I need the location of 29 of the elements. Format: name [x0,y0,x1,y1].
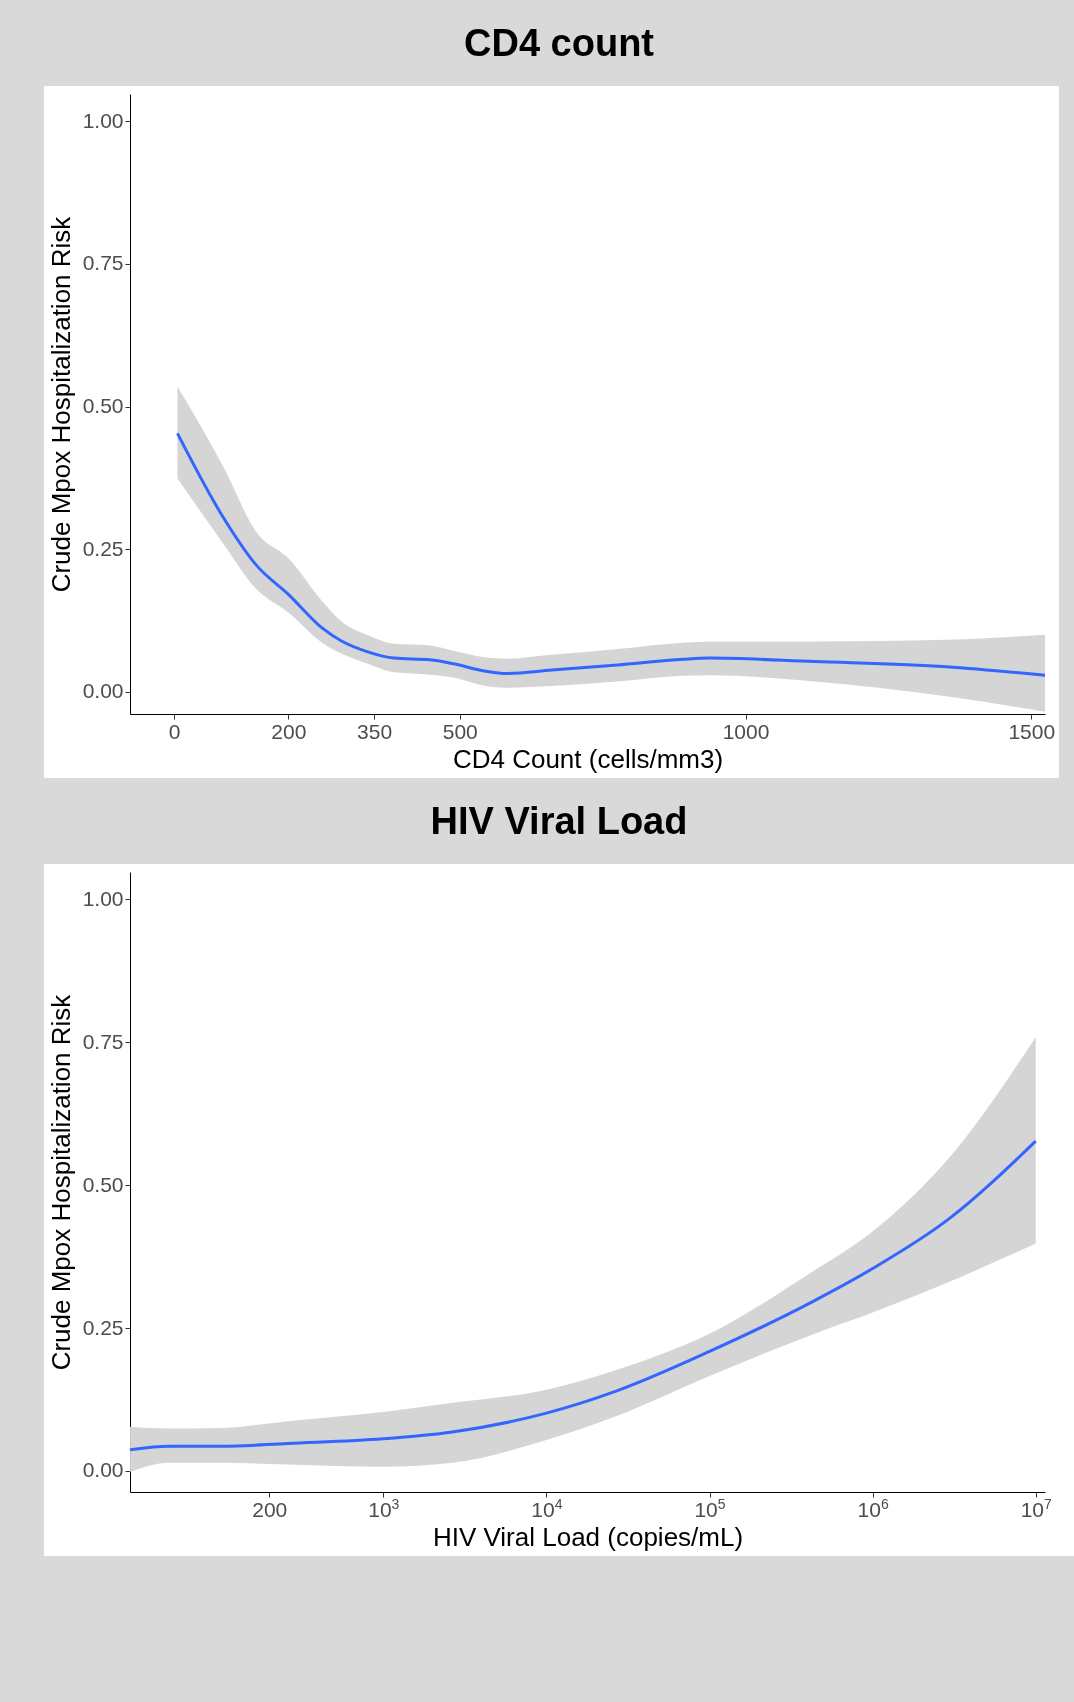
x-tick-label: 200 [271,719,307,743]
y-tick-label: 1.00 [82,886,124,910]
y-tick-label: 0.75 [82,1029,124,1053]
chart-title: HIV Viral Load [429,799,689,844]
x-tick-label: 10$^{4}$ [531,1495,563,1521]
x-tick-label: 10$^{7}$ [1020,1495,1052,1521]
y-tick-label: 0.50 [82,1172,124,1196]
y-tick-label: 0.75 [82,251,124,275]
y-axis-title: Crude Mpox Hospitalization Risk [45,993,76,1371]
x-axis-title: HIV Viral Load (copies/mL) [432,1521,744,1552]
x-tick-label: 10$^{5}$ [694,1495,726,1521]
x-tick-label: 500 [442,719,478,743]
x-tick-label: 10$^{3}$ [368,1495,400,1521]
y-tick-label: 1.00 [82,108,124,132]
x-tick-label: 10$^{6}$ [857,1495,889,1521]
y-tick-label: 0.25 [82,536,124,560]
y-axis-title: Crude Mpox Hospitalization Risk [45,215,76,593]
y-tick-label: 0.00 [82,679,124,703]
y-tick-label: 0.50 [82,394,124,418]
x-axis-title: CD4 Count (cells/mm3) [452,743,724,774]
y-tick-label: 0.00 [82,1458,124,1482]
chart-title: CD4 count [463,21,655,66]
line-series [175,431,1045,677]
x-tick-label: 1000 [722,719,770,743]
y-tick-label: 0.25 [82,1315,124,1339]
x-tick-label: 0 [168,719,181,743]
x-tick-label: 200 [252,1497,288,1521]
x-tick-label: 350 [357,719,393,743]
x-tick-label: 1500 [1008,719,1056,743]
